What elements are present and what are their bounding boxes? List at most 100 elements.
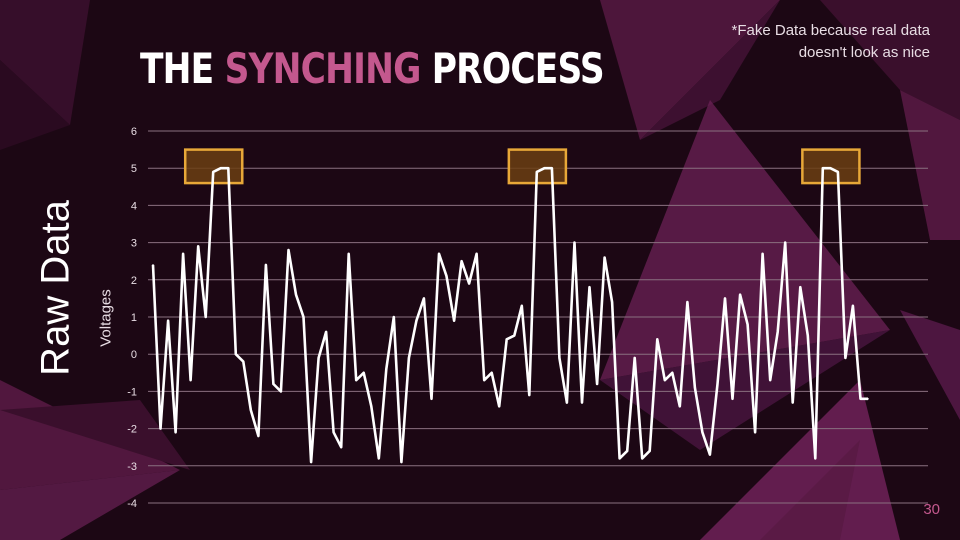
data-point — [460, 260, 463, 263]
data-point — [724, 297, 726, 300]
data-point — [204, 316, 207, 318]
data-point — [761, 252, 764, 255]
data-point — [709, 453, 711, 456]
data-point — [671, 372, 674, 374]
data-point — [265, 264, 267, 266]
data-point — [852, 305, 854, 307]
y-tick-labels: -4 -3 -2 -1 0 1 2 3 4 5 6 — [127, 126, 137, 510]
data-point — [626, 450, 628, 452]
data-point — [250, 409, 252, 411]
data-point — [573, 241, 576, 244]
data-point — [581, 401, 583, 404]
data-point — [611, 301, 613, 303]
data-point — [362, 372, 365, 374]
y-tick-label: -1 — [127, 386, 137, 398]
data-point — [799, 286, 802, 289]
series-group — [151, 166, 869, 464]
y-tick-label: 3 — [131, 238, 137, 250]
data-point — [295, 293, 297, 296]
data-point — [867, 398, 869, 400]
data-point — [317, 357, 320, 359]
title-part2: PROCESS — [420, 44, 605, 93]
data-point — [663, 379, 666, 382]
data-point — [520, 305, 523, 307]
data-point — [272, 383, 275, 385]
data-point — [543, 167, 546, 169]
data-point — [219, 167, 222, 169]
data-point — [716, 383, 719, 385]
data-point — [505, 338, 508, 341]
y-tick-label: -2 — [127, 424, 137, 436]
data-point — [197, 245, 199, 248]
data-point — [242, 360, 245, 363]
data-point — [618, 457, 621, 460]
data-point — [844, 357, 847, 359]
data-point — [182, 252, 184, 255]
data-point — [355, 379, 358, 382]
title-highlight: SYNCHING — [224, 44, 422, 93]
y-tick-label: 0 — [131, 349, 137, 361]
data-point — [822, 167, 824, 169]
data-point — [498, 405, 501, 408]
data-point — [551, 167, 553, 169]
data-point — [370, 405, 373, 408]
page-number: 30 — [923, 501, 940, 518]
data-point — [340, 446, 342, 449]
data-point — [257, 435, 260, 437]
data-point — [212, 171, 215, 173]
data-point — [769, 379, 771, 382]
data-point — [806, 334, 809, 337]
data-point — [347, 252, 350, 255]
data-point — [167, 319, 169, 322]
data-point — [686, 301, 689, 303]
data-point — [603, 256, 606, 259]
data-point — [490, 372, 493, 374]
voltage-series-line — [151, 166, 868, 464]
highlight-box — [801, 148, 861, 185]
y-tick-label: 2 — [131, 275, 137, 287]
data-point — [641, 457, 644, 460]
data-point — [152, 264, 154, 266]
data-point — [596, 383, 598, 385]
data-point — [536, 171, 538, 173]
data-point — [430, 398, 433, 400]
highlight-boxes — [183, 148, 861, 185]
y-tick-label: 4 — [131, 200, 137, 212]
y-tick-label: -3 — [127, 461, 137, 473]
data-point — [468, 282, 470, 285]
data-point — [776, 331, 779, 333]
data-point — [558, 357, 561, 359]
data-point — [746, 323, 749, 326]
data-point — [310, 461, 312, 463]
data-point — [814, 457, 817, 460]
data-point — [287, 249, 290, 251]
fake-data-note: *Fake Data because real data doesn't loo… — [731, 22, 930, 61]
y-tick-label: 5 — [131, 163, 137, 175]
data-point — [189, 379, 192, 382]
data-point — [159, 427, 162, 430]
data-point — [408, 357, 410, 359]
data-point — [859, 398, 862, 400]
chart-grid — [148, 130, 928, 504]
data-point — [280, 390, 282, 393]
y-tick-label: 1 — [131, 312, 137, 324]
data-point — [739, 293, 741, 296]
data-point — [829, 167, 832, 169]
data-point — [528, 394, 531, 396]
data-point — [694, 386, 696, 389]
data-point — [325, 331, 327, 333]
data-point — [475, 252, 478, 255]
data-point — [234, 353, 237, 356]
data-point — [754, 431, 756, 434]
data-point — [393, 316, 395, 318]
data-point — [513, 334, 516, 337]
y-tick-label: -4 — [127, 498, 137, 510]
data-point — [377, 457, 380, 460]
data-point — [415, 319, 418, 322]
data-point — [701, 431, 704, 434]
data-point — [302, 316, 305, 318]
y-tick-label: 6 — [131, 126, 137, 138]
data-point — [423, 297, 425, 300]
